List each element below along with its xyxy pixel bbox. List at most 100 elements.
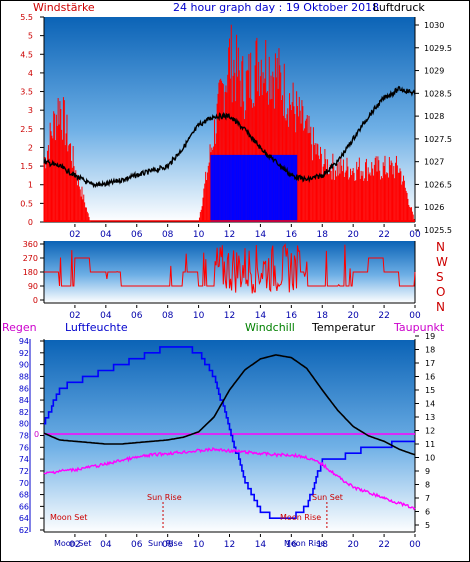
wind-axis-label: 2.5	[20, 125, 33, 134]
mid-x-tick-label: 10	[193, 311, 205, 321]
temperature-axis-label: 18	[425, 346, 435, 355]
mid-x-tick-label: 14	[255, 311, 267, 321]
bottom-x-tick-label: 18	[317, 540, 329, 550]
dewpoint-legend: Taupunkt	[393, 321, 445, 334]
x-moonrise-label: Moon Rise	[284, 539, 325, 548]
humidity-axis-label: 80	[19, 420, 29, 429]
humidity-axis-label: 76	[19, 443, 29, 452]
temperature-axis-label: 14	[425, 400, 435, 409]
pressure-axis-label: 1029.5	[424, 44, 452, 53]
mid-x-tick-label: 02	[69, 311, 80, 321]
temperature-axis-label: 19	[425, 332, 435, 341]
top-x-tick-label: 14	[255, 230, 267, 240]
top-x-tick-label: 20	[347, 230, 359, 240]
humidity-axis-label: 90	[19, 361, 29, 370]
compass-label: N	[436, 300, 445, 314]
direction-axis-label: 0	[33, 296, 38, 305]
compass-label: W	[436, 255, 448, 269]
top-x-tick-label: 06	[131, 230, 143, 240]
temperature-line	[43, 354, 416, 456]
mid-x-tick-label: 22	[378, 311, 389, 321]
temperature-axis-label: 17	[425, 359, 435, 368]
wind-axis-label: 1.5	[20, 162, 33, 171]
pressure-axis-label: 1025.5	[424, 226, 452, 235]
rain-axis-title: Regen	[2, 321, 37, 334]
mid-x-tick-label: 08	[162, 311, 174, 321]
humidity-axis-label: 92	[19, 349, 29, 358]
wind-axis-label: 0	[28, 218, 33, 227]
pressure-axis-label: 1027.5	[424, 135, 452, 144]
mid-x-tick-label: 16	[286, 311, 298, 321]
mid-x-tick-label: 18	[317, 311, 329, 321]
bottom-x-tick-label: 00	[409, 540, 421, 550]
temperature-axis-label: 7	[425, 494, 430, 503]
temperature-axis-label: 9	[425, 467, 430, 476]
bottom-x-tick-label: 08	[162, 540, 174, 550]
pressure-axis-label: 1027	[424, 158, 444, 167]
top-x-tick-label: 18	[317, 230, 329, 240]
bottom-plot-area	[44, 340, 415, 533]
x-sunrise-label: Sun Rise	[148, 539, 183, 548]
wind-axis-label: 1	[28, 181, 33, 190]
humidity-axis-label: 94	[19, 337, 29, 346]
humidity-axis-label: 86	[19, 384, 29, 393]
compass-label: S	[436, 270, 444, 284]
wind-axis-label: 2	[28, 143, 33, 152]
sun-set-label: Sun Set	[312, 493, 343, 502]
direction-axis-label: 360	[23, 240, 38, 249]
pressure-axis-label: 1029	[424, 67, 444, 76]
windchill-legend: Windchill	[245, 321, 295, 334]
humidity-axis-label: 62	[19, 526, 29, 535]
humidity-axis-label: 66	[19, 502, 29, 511]
dewpoint-line	[43, 447, 416, 511]
temperature-axis-label: 8	[425, 481, 430, 490]
moon-rise-label: Moon Rise	[280, 513, 321, 522]
pressure-axis-label: 1030	[424, 21, 444, 30]
direction-axis-label: 90	[28, 282, 38, 291]
bottom-x-tick-label: 10	[193, 540, 205, 550]
temperature-axis-label: 6	[425, 508, 430, 517]
wind-direction-line	[44, 243, 416, 294]
top-x-tick-label: 02	[69, 230, 80, 240]
top-x-tick-label: 08	[162, 230, 174, 240]
temperature-axis-label: 13	[425, 413, 435, 422]
pressure-axis-label: 1026.5	[424, 180, 452, 189]
mid-x-tick-label: 04	[100, 311, 112, 321]
temperature-axis-label: 16	[425, 373, 435, 382]
page-title: 24 hour graph day : 19 Oktober 2018	[173, 1, 379, 14]
temperature-legend: Temperatur	[311, 321, 376, 334]
direction-axis-label: 270	[23, 254, 38, 263]
moon-set-label: Moon Set	[50, 513, 87, 522]
wind-axis-label: 5	[28, 32, 33, 41]
pressure-axis-label: 1028	[424, 112, 444, 121]
mid-x-tick-label: 12	[224, 311, 235, 321]
bottom-x-tick-label: 14	[255, 540, 267, 550]
top-x-tick-label: 00	[409, 230, 421, 240]
mid-x-tick-label: 20	[347, 311, 359, 321]
temperature-axis-label: 5	[425, 521, 430, 530]
humidity-axis-label: 84	[19, 396, 29, 405]
top-x-tick-label: 22	[378, 230, 389, 240]
top-x-tick-label: 12	[224, 230, 235, 240]
humidity-axis-label: 88	[19, 372, 29, 381]
top-x-tick-label: 16	[286, 230, 298, 240]
direction-axis-label: 180	[23, 268, 38, 277]
temperature-axis-label: 12	[425, 427, 435, 436]
wind-axis-label: 5.5	[20, 13, 33, 22]
compass-label: O	[436, 285, 445, 299]
bottom-x-tick-label: 12	[224, 540, 235, 550]
wind-axis-label: 3	[28, 106, 33, 115]
humidity-axis-label: 74	[19, 455, 29, 464]
temperature-axis-label: 11	[425, 440, 435, 449]
pressure-line	[43, 85, 416, 189]
wind-axis-title: Windstärke	[33, 1, 95, 14]
wind-axis-label: 3.5	[20, 88, 33, 97]
bottom-x-tick-label: 22	[378, 540, 389, 550]
bottom-x-tick-label: 20	[347, 540, 359, 550]
humidity-axis-title: Luftfeuchte	[65, 321, 128, 334]
humidity-axis-label: 68	[19, 491, 29, 500]
wind-axis-label: 4	[28, 69, 33, 78]
wind-axis-label: 0.5	[20, 199, 33, 208]
pressure-axis-label: 1028.5	[424, 89, 452, 98]
